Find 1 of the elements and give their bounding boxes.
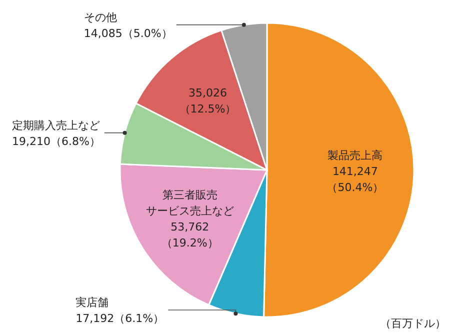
annotation: （百万ドル） (380, 317, 446, 330)
